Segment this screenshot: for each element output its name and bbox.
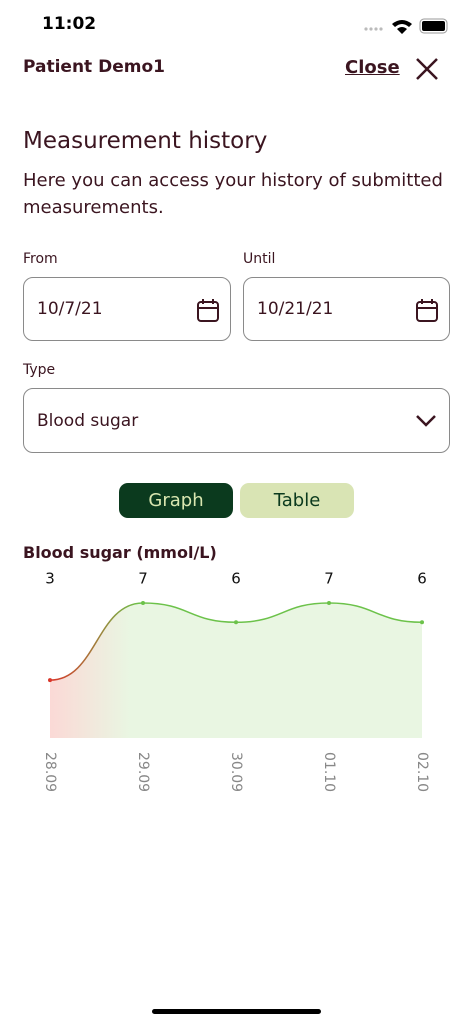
point xyxy=(327,601,331,605)
from-input[interactable]: 10/7/21 xyxy=(23,277,231,341)
from-value: 10/7/21 xyxy=(37,299,103,319)
line xyxy=(49,602,423,681)
type-value: Blood sugar xyxy=(37,410,139,431)
value-label: 3 xyxy=(45,570,55,588)
table-tab[interactable]: Table xyxy=(240,483,354,518)
graph-tab[interactable]: Graph xyxy=(119,483,233,518)
patient-name: Patient Demo1 xyxy=(23,57,165,77)
home-indicator xyxy=(152,1009,321,1014)
value-label: 6 xyxy=(231,570,241,588)
chevron-icon xyxy=(416,415,436,427)
value-label: 7 xyxy=(324,570,334,588)
x-tick-label: 02.10 xyxy=(414,752,430,792)
value-label: 6 xyxy=(417,570,427,588)
until-label: Until xyxy=(243,251,276,267)
close-link[interactable]: Close xyxy=(345,57,400,78)
type-select[interactable]: Blood sugar xyxy=(23,388,450,453)
until-input[interactable]: 10/21/21 xyxy=(243,277,450,341)
x-tick-label: 30.09 xyxy=(228,752,244,792)
page-title: Measurement history xyxy=(23,128,268,154)
from-label: From xyxy=(23,251,58,267)
status-icons xyxy=(364,18,448,34)
status-time: 11:02 xyxy=(42,14,97,34)
type-label: Type xyxy=(23,362,56,378)
x-tick-label: 01.10 xyxy=(321,752,337,792)
calendar-icon xyxy=(416,299,438,322)
point xyxy=(48,678,52,683)
point xyxy=(141,601,145,605)
page-description: Here you can access your history of subm… xyxy=(23,170,443,218)
point xyxy=(234,620,238,625)
point xyxy=(420,620,424,625)
value-label: 7 xyxy=(138,570,148,588)
chart-title: Blood sugar (mmol/L) xyxy=(23,543,217,562)
x-tick-label: 29.09 xyxy=(135,752,151,792)
calendar-icon xyxy=(197,299,219,322)
area xyxy=(50,603,422,738)
close-icon[interactable] xyxy=(414,56,440,82)
x-tick-label: 28.09 xyxy=(42,752,58,792)
chart: 3 28.09 7 29.09 6 30.09 7 01.10 6 02.10 xyxy=(42,570,430,793)
until-value: 10/21/21 xyxy=(257,299,334,319)
